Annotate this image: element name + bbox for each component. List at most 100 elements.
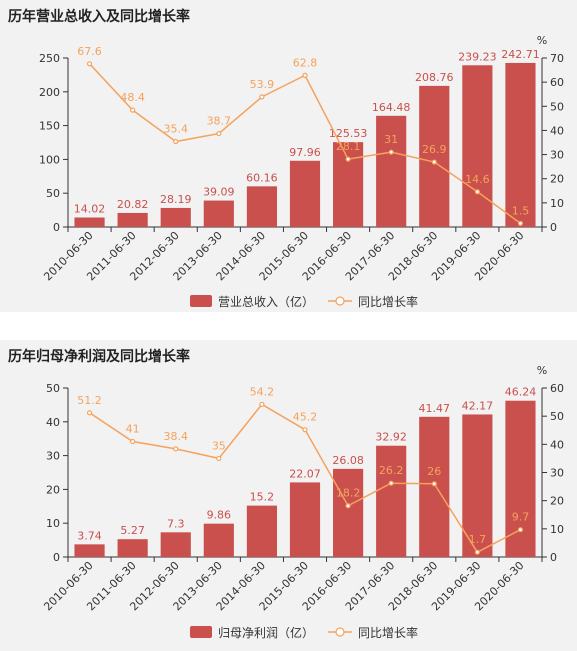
growth-rate-label: 31 bbox=[384, 133, 398, 146]
growth-rate-point bbox=[216, 455, 222, 462]
growth-rate-point bbox=[302, 427, 308, 433]
growth-rate-point bbox=[517, 220, 524, 226]
y-tick-label-right: 40 bbox=[550, 438, 564, 451]
revenue-chart: 050100150200250010203040506070%2010-06-3… bbox=[39, 34, 564, 309]
growth-rate-label: 54.2 bbox=[250, 385, 275, 398]
legend-line-label: 同比增长率 bbox=[358, 294, 418, 309]
y-tick-label-left: 0 bbox=[53, 221, 60, 234]
y-tick-label-right: 30 bbox=[550, 149, 564, 162]
y-tick-label-left: 40 bbox=[46, 416, 60, 429]
bar-value-label: 41.47 bbox=[419, 402, 451, 415]
profit-chart-panel: 历年归母净利润及同比增长率 0 10 20 30 40 50 0 10 20 30 40 50 60% 2… bbox=[0, 340, 577, 651]
growth-rate-label: 26.9 bbox=[422, 143, 447, 156]
growth-rate-point bbox=[302, 72, 308, 78]
growth-rate-label: 26.2 bbox=[379, 464, 404, 477]
bar bbox=[246, 186, 277, 227]
growth-rate-point bbox=[130, 107, 136, 113]
growth-rate-label: 1.5 bbox=[512, 204, 530, 217]
growth-rate-label: 41 bbox=[126, 423, 140, 436]
growth-rate-point bbox=[86, 61, 93, 67]
bar-value-label: 164.48 bbox=[372, 101, 411, 114]
y-tick-label-right: 20 bbox=[550, 495, 564, 508]
growth-rate-point bbox=[216, 130, 222, 137]
growth-rate-point bbox=[517, 527, 524, 533]
bar bbox=[160, 532, 191, 557]
bar bbox=[376, 445, 407, 557]
bar-value-label: 97.96 bbox=[289, 146, 321, 159]
bar bbox=[376, 115, 407, 227]
bar-value-label: 60.16 bbox=[246, 171, 278, 184]
y-tick-label-left: 50 bbox=[46, 187, 60, 200]
bar bbox=[117, 539, 148, 557]
growth-rate-label: 26 bbox=[427, 465, 441, 478]
growth-rate-point bbox=[173, 138, 179, 145]
growth-rate-point bbox=[130, 438, 136, 445]
growth-rate-label: 35 bbox=[212, 439, 226, 452]
legend-line-marker bbox=[335, 627, 345, 637]
growth-rate-point bbox=[474, 549, 480, 555]
growth-rate-point bbox=[86, 410, 93, 416]
bar bbox=[289, 160, 321, 227]
growth-rate-label: 35.4 bbox=[163, 123, 188, 136]
bar bbox=[333, 468, 364, 557]
y-tick-label-right: 0 bbox=[550, 221, 557, 234]
y-tick-label-left: 200 bbox=[39, 86, 60, 99]
y-tick-label-right: 50 bbox=[550, 100, 564, 113]
bar bbox=[333, 142, 364, 227]
bar bbox=[462, 65, 493, 227]
y-tick-label-right: 10 bbox=[550, 197, 564, 210]
bar bbox=[117, 212, 148, 227]
y-tick-label-right: 60 bbox=[550, 382, 564, 395]
bar bbox=[74, 544, 105, 557]
growth-rate-label: 38.4 bbox=[163, 430, 188, 443]
legend-bar-label: 归母净利润（亿） bbox=[218, 625, 314, 640]
y-tick-label-right: 10 bbox=[550, 523, 564, 536]
bar-value-label: 15.2 bbox=[250, 491, 275, 504]
growth-rate-label: 1.7 bbox=[469, 533, 487, 546]
y-tick-label-right: 70 bbox=[550, 52, 564, 65]
bar-value-label: 9.86 bbox=[207, 509, 232, 522]
y-tick-label-left: 10 bbox=[46, 517, 60, 530]
bar-value-label: 7.3 bbox=[167, 517, 185, 530]
growth-rate-label: 38.7 bbox=[207, 115, 232, 128]
y-tick-label-left: 50 bbox=[46, 382, 60, 395]
legend-bar-swatch bbox=[190, 295, 212, 307]
legend-bar-swatch bbox=[190, 626, 212, 638]
bar bbox=[505, 400, 536, 557]
y-tick-label-right: 60 bbox=[550, 76, 564, 89]
bar-value-label: 208.76 bbox=[415, 71, 454, 84]
growth-rate-point bbox=[388, 149, 394, 155]
bar bbox=[289, 482, 321, 557]
bar-value-label: 26.08 bbox=[332, 454, 364, 467]
growth-rate-point bbox=[474, 189, 480, 195]
y-tick-label-left: 20 bbox=[46, 483, 60, 496]
bar bbox=[160, 207, 191, 227]
y-tick-label-left: 150 bbox=[39, 120, 60, 133]
bar-value-label: 46.24 bbox=[505, 386, 537, 399]
bar bbox=[203, 200, 234, 227]
growth-rate-point bbox=[259, 94, 265, 100]
growth-rate-label: 28.1 bbox=[336, 140, 361, 153]
growth-rate-label: 14.6 bbox=[465, 173, 490, 186]
bar bbox=[74, 217, 105, 227]
legend-bar-label: 营业总收入（亿） bbox=[218, 294, 314, 309]
y-tick-label-right: 30 bbox=[550, 467, 564, 480]
legend-line-marker bbox=[335, 296, 345, 306]
growth-rate-label: 67.6 bbox=[77, 45, 102, 58]
growth-rate-point bbox=[173, 446, 179, 452]
bar-value-label: 20.82 bbox=[117, 198, 149, 211]
y-tick-label-right: 50 bbox=[550, 410, 564, 423]
profit-chart: 010203040500102030405060%2010-06-302011-… bbox=[41, 364, 564, 640]
y-tick-label-left: 250 bbox=[39, 52, 60, 65]
y-tick-label-right: 20 bbox=[550, 173, 564, 186]
y-tick-label-left: 100 bbox=[39, 153, 60, 166]
growth-rate-label: 62.8 bbox=[293, 56, 318, 69]
bar-value-label: 32.92 bbox=[375, 431, 407, 444]
growth-rate-point bbox=[345, 503, 351, 509]
bar bbox=[246, 505, 277, 557]
growth-rate-label: 18.2 bbox=[336, 487, 361, 500]
bar-value-label: 39.09 bbox=[203, 186, 235, 199]
growth-rate-point bbox=[345, 156, 351, 162]
bar-value-label: 28.19 bbox=[160, 193, 192, 206]
y-tick-label-right: 0 bbox=[550, 551, 557, 564]
